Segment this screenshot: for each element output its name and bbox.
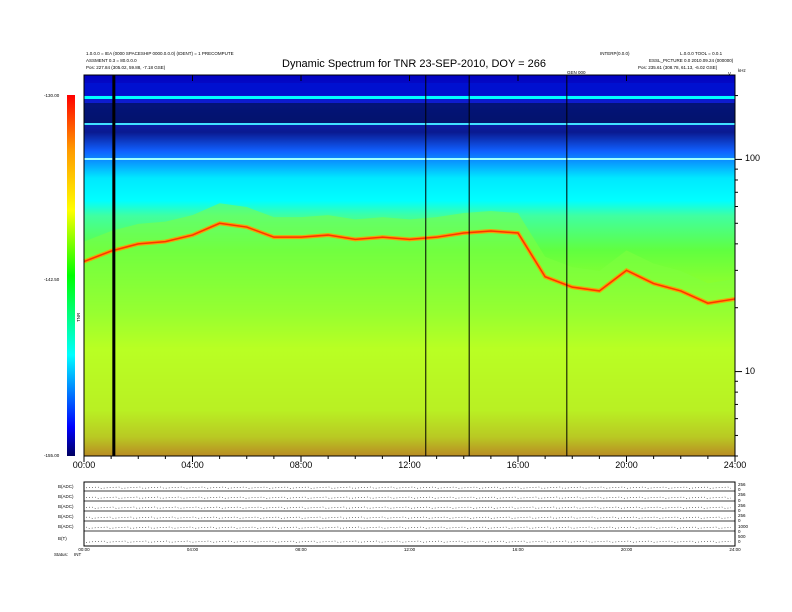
colorbar-label: TNR <box>76 312 81 322</box>
hk-x-tick-label: 00:00 <box>78 547 90 552</box>
hk-trace <box>85 516 732 519</box>
x-tick-label: 16:00 <box>506 460 530 470</box>
y-axis-ticks <box>735 95 742 457</box>
hk-status-value: INT <box>74 552 82 557</box>
hk-row-label-2: B(ADC) <box>58 494 74 499</box>
hk-x-tick-label: 08:00 <box>295 547 307 552</box>
header-left-line2: ASSMENT 0.3 = 80.0.0.0 <box>86 58 137 63</box>
hk-trace <box>85 506 732 509</box>
hk-row-label-4: B(ADC) <box>58 514 74 519</box>
hk-right-value: 256 <box>738 513 746 519</box>
x-tick-label: 12:00 <box>398 460 421 470</box>
hk-right-value: 0 <box>738 487 741 493</box>
dark-band <box>84 103 735 123</box>
plasma-plateau <box>84 203 735 456</box>
hk-right-value: 256 <box>738 502 746 508</box>
hk-right-value: 0 <box>738 497 741 503</box>
cyan-line-b <box>84 123 735 125</box>
cyan-line-a <box>84 96 735 99</box>
corner-label: kHz <box>738 68 746 73</box>
hk-status-label: Status: <box>54 552 69 557</box>
hk-right-value: 0 <box>738 539 741 545</box>
housekeeping-frame <box>83 481 736 547</box>
hk-right-value: 256 <box>738 492 746 498</box>
hk-row-label-3: B(ADC) <box>58 504 74 509</box>
hk-x-tick-label: 04:00 <box>186 547 199 552</box>
header-right-line1: L.0.0.0 TOOL = 0.0.1 <box>680 51 723 56</box>
y-tick-label: 100 <box>745 153 761 164</box>
header-left-line3: Pos: 227.84 (305.02, 59.88, -7.18 GSE) <box>86 65 166 70</box>
x-tick-label: 08:00 <box>289 460 313 470</box>
colorbar-tick-top: -130.00 <box>44 93 60 98</box>
header-right-line2: ESSL_PICTURE 0.0 2010.09.24 (000000) <box>649 58 734 63</box>
header-right-line0: INTERP(0.0.0) <box>600 51 630 56</box>
x-tick-label: 04:00 <box>181 460 204 470</box>
hk-row-label-1: B(ADC) <box>58 484 74 489</box>
x-tick-label: 24:00 <box>723 460 747 470</box>
x-tick-label: 20:00 <box>615 460 638 470</box>
hk-right-value: 256 <box>738 482 746 487</box>
hk-row-label-5: B(ADC) <box>58 524 74 529</box>
resonance-trace-line <box>83 222 736 304</box>
hk-x-tick-label: 24:00 <box>729 547 741 552</box>
dropout-lines-layer <box>112 75 568 456</box>
colorbar-tick-bottom: -155.00 <box>44 453 60 458</box>
colorbar <box>67 95 75 456</box>
hk-x-tick-label: 20:00 <box>620 547 633 552</box>
header-left-line1: 1.0.0.0 = IEA (0000 SPACESHIP 0000.0.0.0… <box>86 51 234 56</box>
colorbar-tick-mid: -142.50 <box>44 277 60 282</box>
hk-right-value: 0 <box>738 508 741 513</box>
hk-trace <box>85 486 732 489</box>
header-right-marker: GEN 000 <box>567 70 586 75</box>
housekeeping-panel <box>83 481 736 547</box>
hk-x-tick-label: 12:00 <box>403 547 416 552</box>
hk-trace <box>85 496 732 499</box>
hk-trace <box>85 526 732 529</box>
spectrogram-area <box>83 75 736 456</box>
resonance-trace-layer <box>83 203 736 456</box>
hk-x-tick-label: 16:00 <box>512 547 524 552</box>
chart-title: Dynamic Spectrum for TNR 23-SEP-2010, DO… <box>282 58 547 70</box>
hk-trace <box>85 540 732 543</box>
hk-right-value: 0 <box>738 528 741 534</box>
hk-right-value: 500 <box>738 534 746 539</box>
hk-row-label-6: B(T) <box>58 536 67 541</box>
cyan-line-c <box>84 158 735 160</box>
y-tick-label: 10 <box>745 365 756 376</box>
hk-right-value: 0 <box>738 518 741 524</box>
x-axis-ticks <box>83 75 736 462</box>
hk-right-value: 1000 <box>738 523 749 529</box>
corner-y-label: V <box>728 71 732 76</box>
x-tick-label: 00:00 <box>72 460 96 470</box>
top-blue-band <box>84 83 735 95</box>
header-right-line3: Pos: 235.61 (308.78, 61.13, -6.02 GSE) <box>638 65 718 70</box>
